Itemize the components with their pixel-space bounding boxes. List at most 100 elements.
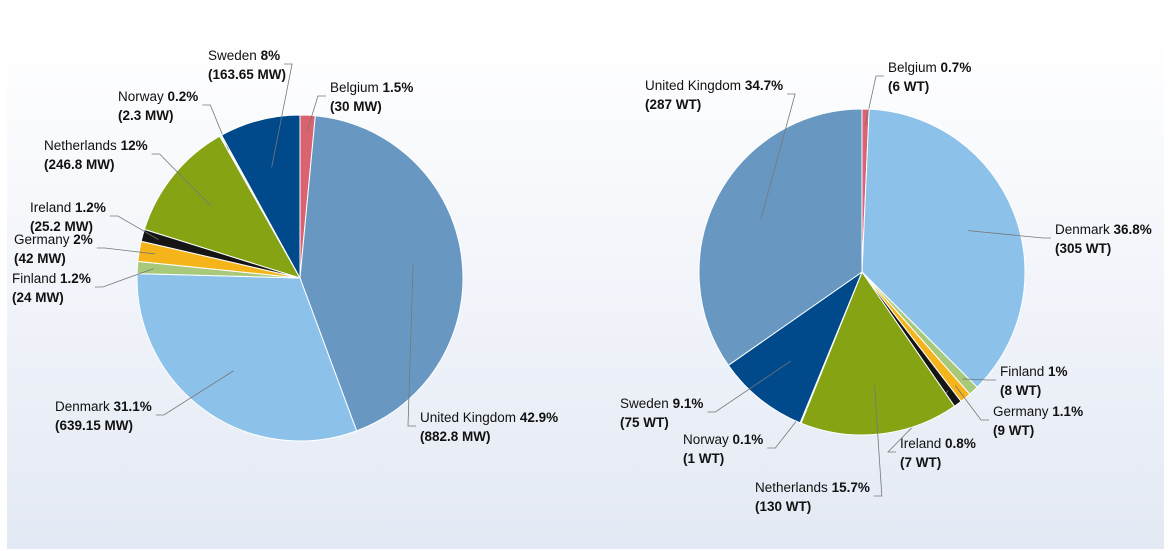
value-label: 1.5% [383, 80, 414, 95]
amount-label: (305 WT) [1055, 241, 1111, 256]
category-label: United Kingdom [645, 78, 741, 93]
leader-line [96, 247, 156, 255]
data-label: Denmark 36.8%(305 WT) [1055, 222, 1152, 256]
category-label: Finland [12, 271, 56, 286]
label-line: Belgium 0.7% [888, 60, 971, 75]
leader-line [155, 370, 234, 416]
category-label: Germany [14, 232, 70, 247]
pie-slice [220, 114, 301, 279]
data-label: Belgium 0.7% (6 WT) [888, 60, 971, 94]
leader-line [954, 385, 989, 421]
amount-label: (2.3 MW) [118, 108, 174, 123]
value-label: 0.7% [941, 60, 972, 75]
label-line: Norway 0.2% [118, 89, 198, 104]
pie-slice [299, 115, 464, 432]
data-label: Finland 1.2% (24 MW) [12, 271, 91, 305]
category-label: Sweden [208, 48, 257, 63]
data-label: United Kingdom 34.7% (287 WT) [645, 78, 783, 112]
category-label: Denmark [55, 399, 110, 414]
pie-slice [861, 108, 1026, 388]
amount-label: (287 WT) [645, 97, 701, 112]
value-label: 0.2% [168, 89, 199, 104]
label-line: Ireland 1.2% [30, 200, 106, 215]
category-label: Ireland [30, 200, 71, 215]
label-line: United Kingdom 34.7% [645, 78, 783, 93]
label-line: Finland 1.2% [12, 271, 91, 286]
value-label: 1.1% [1052, 404, 1083, 419]
leader-line [962, 378, 996, 381]
value-label: 42.9% [520, 410, 558, 425]
value-label: 1.2% [60, 271, 91, 286]
pie-slice [698, 108, 863, 367]
label-line: Germany 1.1% [993, 404, 1083, 419]
data-label: Norway 0.2% (2.3 MW) [118, 89, 198, 123]
category-label: Finland [1000, 364, 1044, 379]
category-label: Sweden [620, 396, 669, 411]
value-label: 34.7% [745, 78, 783, 93]
label-line: United Kingdom 42.9% [420, 410, 558, 425]
value-label: 31.1% [114, 399, 152, 414]
category-label: Germany [993, 404, 1049, 419]
category-label: Belgium [330, 80, 379, 95]
label-line: Sweden 8% [208, 48, 280, 63]
label-line: Denmark 36.8% [1055, 222, 1152, 237]
value-label: 8% [261, 48, 281, 63]
category-label: Netherlands [755, 480, 828, 495]
value-label: 1% [1048, 364, 1068, 379]
data-label: Netherlands 15.7% (130 WT) [755, 480, 870, 514]
label-line: Denmark 31.1% [55, 399, 152, 414]
data-label: Germany 2% (42 MW) [14, 232, 93, 266]
data-label: Germany 1.1% (9 WT) [993, 404, 1083, 438]
amount-label: (7 WT) [900, 455, 941, 470]
data-label: Belgium 1.5%(30 MW) [330, 80, 413, 114]
category-label: Ireland [900, 436, 941, 451]
label-line: Germany 2% [14, 232, 93, 247]
value-label: 2% [73, 232, 93, 247]
value-label: 12% [121, 138, 148, 153]
data-label: Sweden 9.1% (75 WT) [620, 396, 703, 430]
amount-label: (8 WT) [1000, 383, 1041, 398]
value-label: 0.8% [945, 436, 976, 451]
label-line: Norway 0.1% [683, 432, 763, 447]
leader-line [94, 268, 154, 288]
amount-label: (882.8 MW) [420, 429, 491, 444]
category-label: Norway [683, 432, 729, 447]
data-label: Denmark 31.1% (639.15 MW) [55, 399, 152, 433]
amount-label: (1 WT) [683, 451, 724, 466]
value-label: 1.2% [75, 200, 106, 215]
category-label: Belgium [888, 60, 937, 75]
leader-line [271, 63, 293, 168]
category-label: Denmark [1055, 222, 1110, 237]
data-label: Finland 1% (8 WT) [1000, 364, 1068, 398]
category-label: United Kingdom [420, 410, 516, 425]
leader-line [968, 230, 1051, 239]
value-label: 36.8% [1114, 222, 1152, 237]
amount-label: (75 WT) [620, 415, 669, 430]
leader-line [151, 153, 212, 207]
label-line: Sweden 9.1% [620, 396, 703, 411]
pie-slice [143, 135, 302, 279]
amount-label: (639.15 MW) [55, 418, 133, 433]
value-label: 9.1% [673, 396, 704, 411]
amount-label: (163.65 MW) [208, 67, 286, 82]
data-label: Ireland 1.2% (25.2 MW) [30, 200, 106, 234]
data-label: Netherlands 12% (246.8 MW) [44, 138, 148, 172]
amount-label: (24 MW) [12, 290, 64, 305]
amount-label: (9 WT) [993, 423, 1034, 438]
amount-label: (25.2 MW) [30, 219, 93, 234]
value-label: 0.1% [733, 432, 764, 447]
leader-line [407, 263, 416, 427]
category-label: Netherlands [44, 138, 117, 153]
leader-line [707, 360, 791, 413]
data-label: Sweden 8% (163.65 MW) [208, 48, 286, 82]
label-line: Belgium 1.5% [330, 80, 413, 95]
amount-label: (42 MW) [14, 251, 66, 266]
category-label: Norway [118, 89, 164, 104]
label-line: Finland 1% [1000, 364, 1068, 379]
pie-slice [727, 270, 864, 424]
value-label: 15.7% [832, 480, 870, 495]
label-line: Netherlands 15.7% [755, 480, 870, 495]
data-label: Ireland 0.8% (7 WT) [900, 436, 976, 470]
pie-slice [136, 273, 358, 442]
